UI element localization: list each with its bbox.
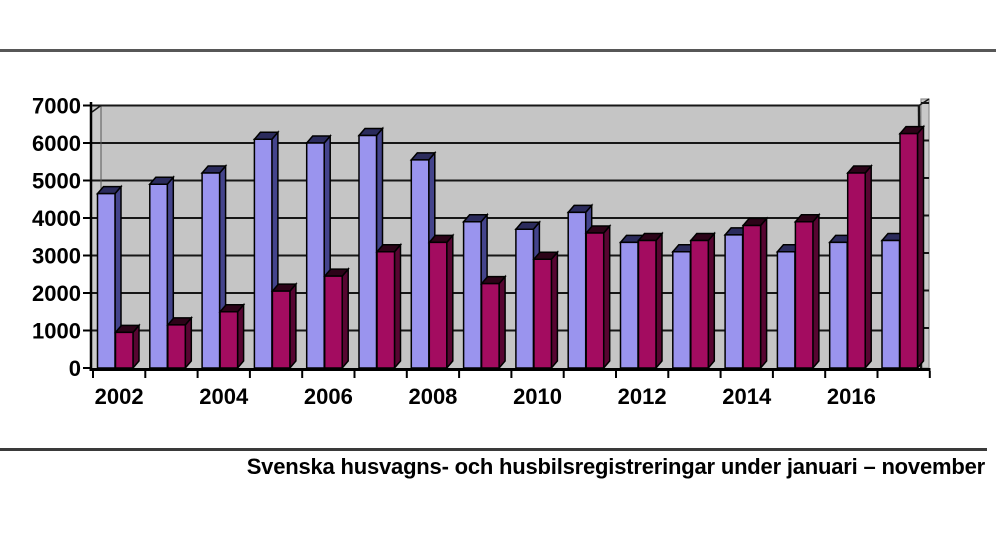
chart-caption: Svenska husvagns- och husbilsregistrerin… — [246, 454, 986, 479]
bar-husvagnar-2017 — [881, 239, 901, 369]
bar-side-husbilar-2013 — [707, 231, 716, 371]
bar-side-husbilar-2015 — [812, 212, 820, 371]
bar-husbilar-2004 — [219, 311, 239, 369]
bar-side-husbilar-2005 — [289, 282, 297, 371]
plot-left-wall — [92, 105, 101, 368]
bar-husbilar-2011 — [585, 232, 605, 369]
bar-side-husbilar-2014 — [759, 216, 768, 371]
y-axis-label: 6000 — [32, 131, 81, 156]
bar-husvagnar-2006 — [305, 142, 325, 369]
y-axis-label: 3000 — [32, 244, 81, 269]
y-axis-label: 4000 — [32, 206, 81, 231]
bar-side-husbilar-2016 — [864, 163, 872, 371]
x-axis-label: 2002 — [95, 384, 144, 409]
bar-husbilar-2015 — [794, 221, 814, 369]
bar-husvagnar-2004 — [201, 172, 221, 369]
bar-side-husbilar-2009 — [498, 274, 506, 371]
x-axis-label: 2008 — [408, 384, 457, 409]
bar-husvagnar-2007 — [358, 134, 378, 369]
bar-side-husbilar-2006 — [341, 267, 349, 371]
bar-husbilar-2003 — [167, 324, 187, 369]
top-right-corner-edge — [918, 98, 930, 107]
bar-side-husbilar-2011 — [602, 223, 611, 371]
caption-horizontal-rule — [0, 448, 987, 451]
bar-husbilar-2016 — [846, 172, 866, 369]
bar-husvagnar-2009 — [462, 221, 482, 369]
bar-husbilar-2010 — [533, 258, 553, 369]
y-axis-label: 7000 — [32, 94, 81, 119]
bar-husbilar-2013 — [690, 239, 710, 369]
bar-husbilar-2005 — [271, 290, 291, 369]
bar-husvagnar-2013 — [672, 251, 692, 369]
x-axis-label: 2010 — [513, 384, 562, 409]
bar-side-husbilar-2004 — [236, 302, 245, 371]
bar-side-husbilar-2010 — [550, 250, 559, 371]
bar-husbilar-2002 — [114, 331, 134, 369]
bar-husvagnar-2002 — [96, 192, 116, 369]
y-axis-label: 0 — [69, 356, 81, 381]
bar-husbilar-2012 — [637, 239, 657, 369]
bar-side-husbilar-2008 — [446, 233, 454, 371]
x-axis-label: 2006 — [304, 384, 353, 409]
bar-husbilar-2006 — [323, 275, 343, 369]
x-axis-label: 2016 — [827, 384, 876, 409]
x-axis-label: 2014 — [722, 384, 772, 409]
bar-side-husbilar-2007 — [393, 242, 402, 371]
y-axis-label: 1000 — [32, 319, 81, 344]
bar-husvagnar-2012 — [619, 241, 639, 369]
bar-husvagnar-2015 — [776, 251, 796, 369]
bar-husvagnar-2005 — [253, 138, 273, 369]
bar-husvagnar-2011 — [567, 211, 587, 369]
x-axis-label: 2004 — [199, 384, 249, 409]
bar-husvagnar-2010 — [515, 228, 535, 369]
bar-husbilar-2008 — [428, 241, 448, 369]
y-axis-label: 5000 — [32, 169, 81, 194]
bar-husvagnar-2008 — [410, 159, 430, 369]
y-axis-label: 2000 — [32, 281, 81, 306]
bar-husvagnar-2014 — [724, 234, 744, 369]
x-axis-label: 2012 — [618, 384, 667, 409]
bar-side-husbilar-2012 — [655, 231, 663, 371]
bar-husvagnar-2016 — [828, 241, 848, 369]
chart-canvas: 0 1000 2000 3000 4000 5000 6000 7000 2002 2004 200… — [32, 94, 931, 409]
registrations-bar-chart: 0 1000 2000 3000 4000 5000 6000 7000 2002 2004 200… — [0, 62, 996, 412]
bar-side-husbilar-2003 — [184, 315, 193, 371]
bar-husbilar-2007 — [376, 251, 396, 369]
bar-husbilar-2009 — [480, 282, 500, 369]
top-horizontal-rule — [0, 49, 996, 52]
bar-side-husbilar-2017 — [916, 124, 925, 371]
top-left-corner-edge — [91, 104, 102, 113]
bar-husbilar-2017 — [899, 132, 919, 369]
bar-husvagnar-2003 — [149, 183, 169, 369]
bar-husbilar-2014 — [742, 224, 762, 369]
